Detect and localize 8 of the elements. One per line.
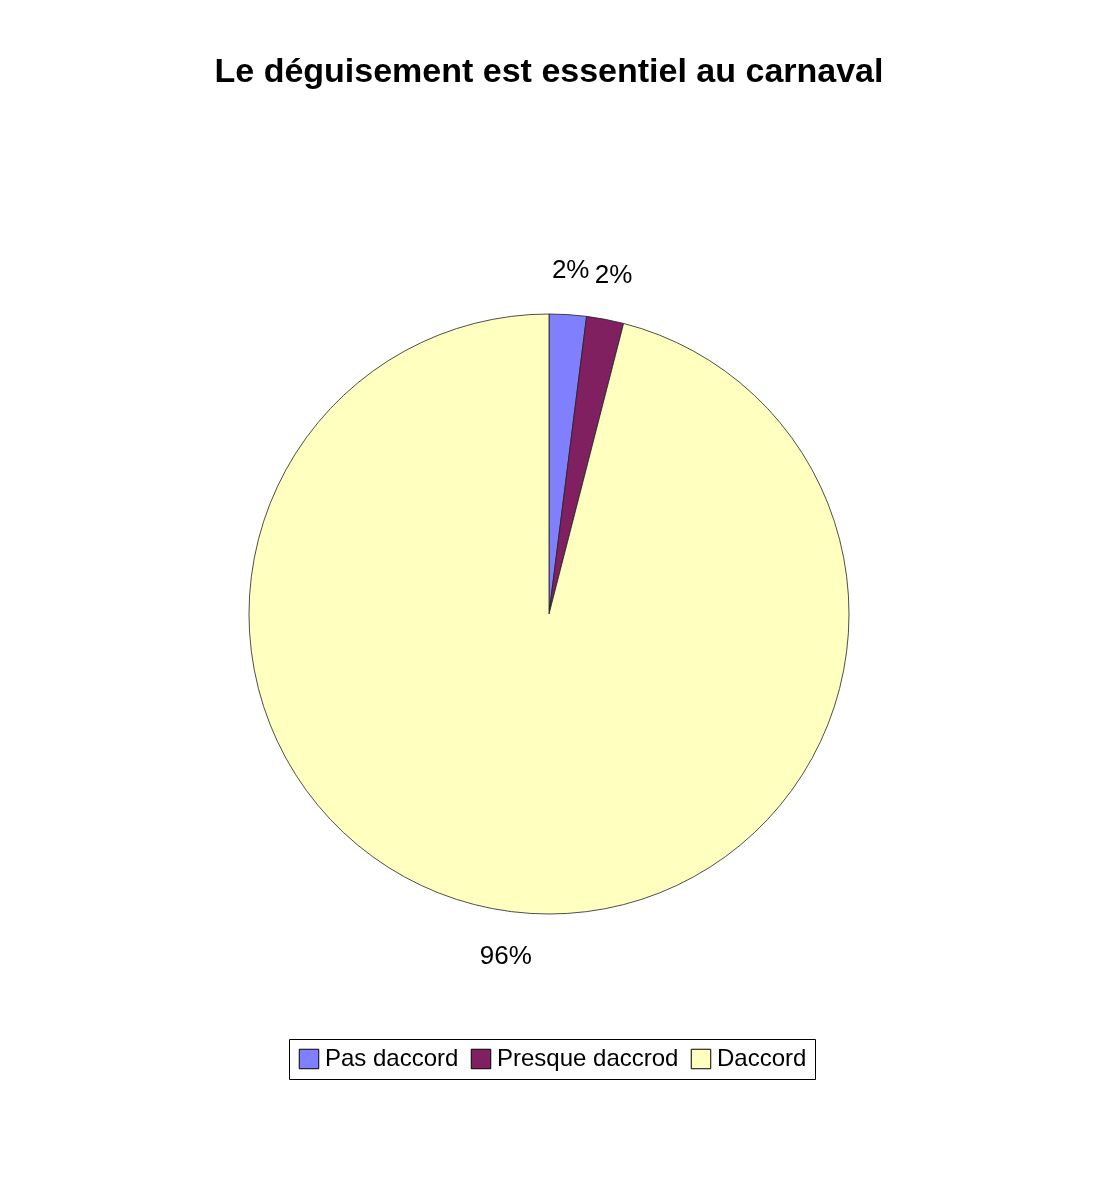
data-label: 96% — [479, 940, 532, 971]
pie-slice — [248, 313, 850, 914]
legend-label: Pas daccord — [325, 1044, 459, 1071]
data-label: 2% — [594, 259, 633, 290]
legend-label: Presque daccrod — [497, 1044, 679, 1071]
chart-title: Le déguisement est essentiel au carnaval — [214, 51, 884, 89]
data-label: 2% — [551, 253, 590, 284]
legend-label: Daccord — [717, 1044, 807, 1071]
